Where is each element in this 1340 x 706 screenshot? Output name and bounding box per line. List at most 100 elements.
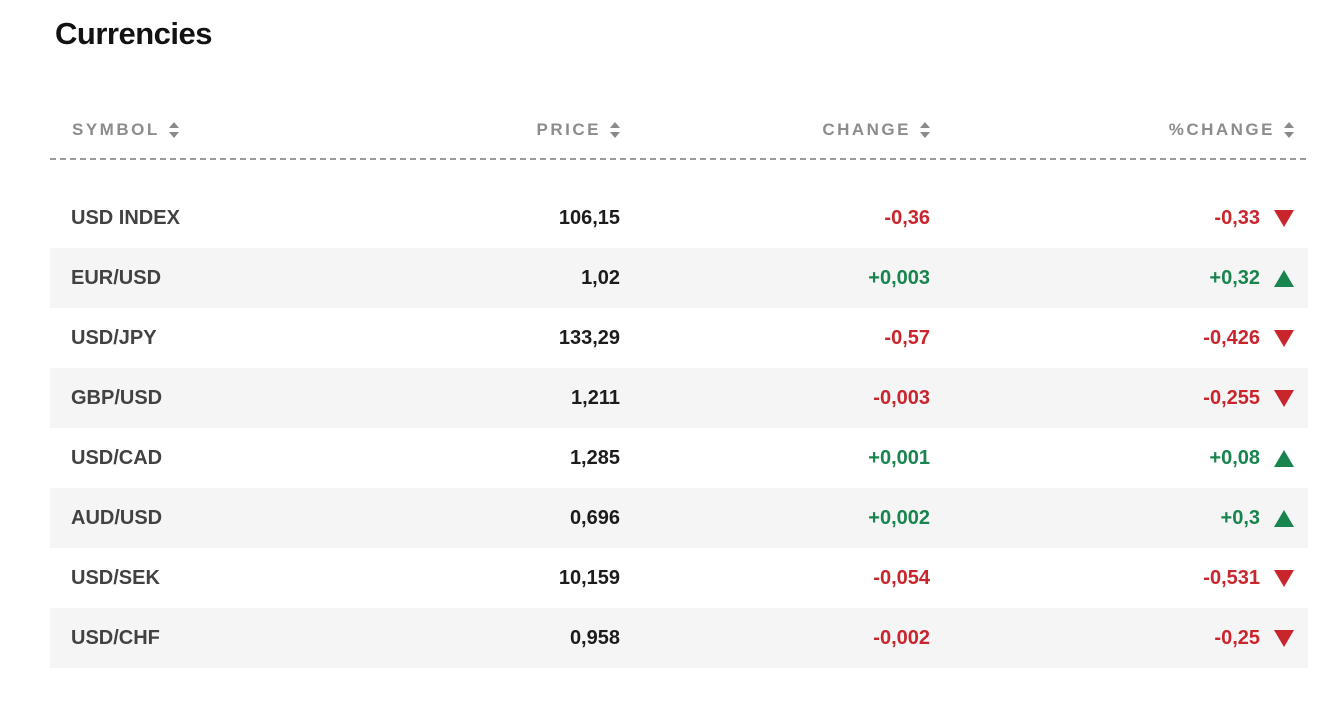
change-value: +0,002 <box>868 506 930 529</box>
trend-indicator <box>1260 569 1308 587</box>
table-row: AUD/USD 0,696 +0,002 +0,3 <box>50 488 1308 548</box>
price-cell: 1,285 <box>330 447 620 470</box>
column-header-pct-change[interactable]: %CHANGE <box>930 120 1308 140</box>
change-value: -0,36 <box>884 206 930 229</box>
triangle-down-icon <box>1274 569 1294 587</box>
price-value: 10,159 <box>558 566 620 589</box>
symbol-value: AUD/USD <box>71 506 163 529</box>
pct-change-cell: -0,25 <box>930 627 1260 650</box>
trend-indicator <box>1260 329 1308 347</box>
symbol-value: USD/JPY <box>71 326 157 349</box>
pct-change-cell: +0,08 <box>930 447 1260 470</box>
column-header-pct-change-label: %CHANGE <box>1168 120 1275 139</box>
price-cell: 1,02 <box>330 267 620 290</box>
price-value: 1,285 <box>569 446 620 469</box>
symbol-value: EUR/USD <box>71 266 162 289</box>
change-cell: +0,002 <box>620 507 930 530</box>
triangle-up-icon <box>1274 269 1294 287</box>
trend-indicator <box>1260 449 1308 467</box>
triangle-down-icon <box>1274 329 1294 347</box>
currencies-table: SYMBOL PRICE CHANGE %CHANGE USD INDEX 10… <box>50 102 1308 668</box>
price-value: 1,211 <box>571 386 620 409</box>
symbol-value: USD/SEK <box>71 566 160 589</box>
price-cell: 133,29 <box>330 327 620 350</box>
triangle-down-icon <box>1274 389 1294 407</box>
symbol-value: GBP/USD <box>71 386 163 409</box>
change-cell: +0,001 <box>620 447 930 470</box>
sort-icon <box>610 122 620 138</box>
triangle-down-icon <box>1274 629 1294 647</box>
symbol-value: USD/CAD <box>71 446 163 469</box>
symbol-cell[interactable]: GBP/USD <box>50 387 330 410</box>
change-cell: +0,003 <box>620 267 930 290</box>
table-body: USD INDEX 106,15 -0,36 -0,33 EUR/USD 1,0… <box>50 188 1308 668</box>
page-title: Currencies <box>55 16 212 51</box>
price-value: 0,958 <box>569 626 620 649</box>
symbol-cell[interactable]: USD/SEK <box>50 567 330 590</box>
price-value: 1,02 <box>581 266 620 289</box>
price-value: 133,29 <box>558 326 620 349</box>
price-cell: 0,958 <box>330 627 620 650</box>
change-value: +0,001 <box>868 446 930 469</box>
change-cell: -0,054 <box>620 567 930 590</box>
price-cell: 10,159 <box>330 567 620 590</box>
sort-icon <box>168 122 179 138</box>
change-cell: -0,002 <box>620 627 930 650</box>
pct-change-value: +0,32 <box>1209 266 1260 289</box>
pct-change-value: -0,25 <box>1214 626 1260 649</box>
pct-change-value: -0,531 <box>1203 566 1260 589</box>
column-header-change-label: CHANGE <box>822 120 911 139</box>
change-cell: -0,57 <box>620 327 930 350</box>
symbol-value: USD/CHF <box>71 626 160 649</box>
symbol-cell[interactable]: USD/CHF <box>50 627 330 650</box>
table-row: USD/CHF 0,958 -0,002 -0,25 <box>50 608 1308 668</box>
table-row: USD INDEX 106,15 -0,36 -0,33 <box>50 188 1308 248</box>
pct-change-cell: -0,426 <box>930 327 1260 350</box>
price-cell: 1,211 <box>330 387 620 410</box>
change-cell: -0,003 <box>620 387 930 410</box>
change-value: -0,054 <box>873 566 930 589</box>
table-header-row: SYMBOL PRICE CHANGE %CHANGE <box>50 102 1308 158</box>
pct-change-cell: -0,33 <box>930 207 1260 230</box>
sort-icon <box>1284 122 1294 138</box>
price-value: 106,15 <box>558 206 620 229</box>
symbol-value: USD INDEX <box>71 206 180 229</box>
pct-change-value: -0,255 <box>1203 386 1260 409</box>
triangle-up-icon <box>1274 449 1294 467</box>
symbol-cell[interactable]: USD INDEX <box>50 207 330 230</box>
column-header-symbol-label: SYMBOL <box>72 120 160 139</box>
change-value: +0,003 <box>868 266 930 289</box>
column-header-change[interactable]: CHANGE <box>620 120 930 140</box>
table-row: USD/CAD 1,285 +0,001 +0,08 <box>50 428 1308 488</box>
change-cell: -0,36 <box>620 207 930 230</box>
header-divider <box>50 158 1308 160</box>
sort-icon <box>920 122 930 138</box>
triangle-down-icon <box>1274 209 1294 227</box>
trend-indicator <box>1260 209 1308 227</box>
change-value: -0,57 <box>884 326 930 349</box>
change-value: -0,003 <box>873 386 930 409</box>
column-header-price-label: PRICE <box>536 120 601 139</box>
pct-change-cell: +0,32 <box>930 267 1260 290</box>
pct-change-value: -0,426 <box>1203 326 1260 349</box>
symbol-cell[interactable]: USD/JPY <box>50 327 330 350</box>
price-value: 0,696 <box>569 506 620 529</box>
pct-change-value: +0,3 <box>1220 506 1260 529</box>
change-value: -0,002 <box>873 626 930 649</box>
table-row: USD/JPY 133,29 -0,57 -0,426 <box>50 308 1308 368</box>
symbol-cell[interactable]: AUD/USD <box>50 507 330 530</box>
table-row: USD/SEK 10,159 -0,054 -0,531 <box>50 548 1308 608</box>
trend-indicator <box>1260 509 1308 527</box>
price-cell: 106,15 <box>330 207 620 230</box>
pct-change-cell: -0,531 <box>930 567 1260 590</box>
symbol-cell[interactable]: EUR/USD <box>50 267 330 290</box>
table-row: EUR/USD 1,02 +0,003 +0,32 <box>50 248 1308 308</box>
trend-indicator <box>1260 629 1308 647</box>
trend-indicator <box>1260 269 1308 287</box>
column-header-symbol[interactable]: SYMBOL <box>50 120 330 140</box>
trend-indicator <box>1260 389 1308 407</box>
table-row: GBP/USD 1,211 -0,003 -0,255 <box>50 368 1308 428</box>
price-cell: 0,696 <box>330 507 620 530</box>
symbol-cell[interactable]: USD/CAD <box>50 447 330 470</box>
column-header-price[interactable]: PRICE <box>330 120 620 140</box>
